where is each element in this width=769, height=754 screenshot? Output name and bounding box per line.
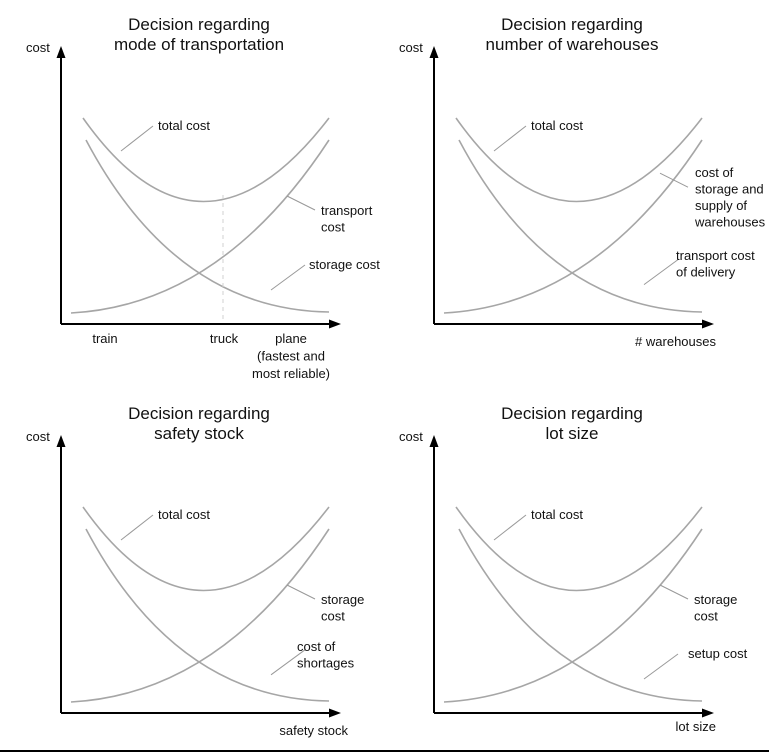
x-axis-label: # warehouses [635, 334, 716, 349]
panel-title-line: lot size [546, 424, 599, 443]
y-axis-arrowhead [56, 435, 66, 447]
curve-label: storage cost [321, 592, 364, 624]
total-cost-curve [82, 506, 330, 592]
curve-label-line: supply of [695, 198, 747, 213]
y-axis-arrowhead [56, 46, 66, 58]
y-axis-label: cost [26, 40, 50, 55]
x-axis-label: safety stock [279, 723, 348, 738]
curve-label-line: shortages [297, 656, 355, 671]
curve-label: storage cost [309, 257, 380, 272]
panel-3: Decision regarding safety stockcosttotal … [26, 404, 364, 738]
curve-label: storage cost [694, 592, 737, 624]
curve-label: total cost [531, 118, 583, 133]
curve-label: setup cost [688, 646, 748, 661]
curve-label: transport cost [321, 203, 373, 235]
x-tick-label: train [92, 331, 117, 346]
y-axis-arrowhead [429, 435, 439, 447]
y-axis-label: cost [399, 40, 423, 55]
curve-label-leader [120, 514, 154, 541]
panel-title-line: number of warehouses [486, 35, 659, 54]
x-tick-label-line: train [92, 331, 117, 346]
curve-label-line: storage and [695, 182, 764, 197]
panel-title: Decision regarding number of warehouses [486, 15, 659, 54]
panel-title: Decision regarding mode of transportation [114, 15, 284, 54]
panel-title: Decision regarding lot size [501, 404, 643, 443]
y-axis-label: cost [26, 429, 50, 444]
panel-1: Decision regarding mode of transportation… [26, 15, 380, 381]
total-cost-curve [82, 117, 330, 203]
panel-title: Decision regarding safety stock [128, 404, 270, 443]
panel-title-line: safety stock [154, 424, 244, 443]
panel-title-line: mode of transportation [114, 35, 284, 54]
panel-title-line: Decision regarding [128, 15, 270, 34]
panel-2: Decision regarding number of warehouses co… [399, 15, 766, 349]
x-axis-arrowhead [702, 708, 714, 718]
rising-cost-curve [443, 139, 703, 314]
curve-label-leader [286, 195, 316, 211]
x-axis-arrowhead [329, 708, 341, 718]
curve-label-line: of delivery [676, 265, 736, 280]
x-tick-label: plane (fastest and most reliable) [252, 331, 330, 381]
curve-label-line: storage [321, 592, 364, 607]
curve-label: transport cost of delivery [676, 248, 755, 280]
x-tick-label-line: plane [275, 331, 307, 346]
curve-label-leader [270, 264, 306, 291]
x-tick-label: truck [210, 331, 239, 346]
curve-label: cost of shortages [297, 639, 355, 671]
rising-cost-curve [70, 528, 330, 703]
curve-label-leader [659, 172, 689, 188]
total-cost-curve [455, 506, 703, 592]
curve-label-line: total cost [531, 507, 583, 522]
curve-label-leader [493, 514, 527, 541]
curve-label-leader [493, 125, 527, 152]
curve-label-leader [659, 584, 689, 600]
rising-cost-curve [70, 139, 330, 314]
curve-label-line: setup cost [688, 646, 748, 661]
curve-label: total cost [158, 507, 210, 522]
curve-label-line: cost [321, 220, 345, 235]
curve-label: total cost [158, 118, 210, 133]
falling-cost-curve [458, 139, 703, 313]
curve-label-line: transport cost [676, 248, 755, 263]
x-tick-label-line: truck [210, 331, 239, 346]
x-axis-label: lot size [676, 719, 716, 734]
panel-title-line: Decision regarding [501, 15, 643, 34]
x-axis-arrowhead [702, 319, 714, 329]
rising-cost-curve [443, 528, 703, 703]
falling-cost-curve [85, 528, 330, 702]
curve-label-line: storage [694, 592, 737, 607]
curve-label-line: storage cost [309, 257, 380, 272]
panel-title-line: Decision regarding [128, 404, 270, 423]
x-tick-label-line: (fastest and [257, 349, 325, 364]
curve-label-line: cost of [297, 639, 336, 654]
curve-label: total cost [531, 507, 583, 522]
curve-label-line: cost of [695, 165, 734, 180]
falling-cost-curve [458, 528, 703, 702]
curve-label-leader [270, 649, 306, 676]
curve-label-line: cost [321, 609, 345, 624]
panel-title-line: Decision regarding [501, 404, 643, 423]
falling-cost-curve [85, 139, 330, 313]
curve-label-line: total cost [531, 118, 583, 133]
curve-label-line: cost [694, 609, 718, 624]
curve-label-line: total cost [158, 507, 210, 522]
y-axis-label: cost [399, 429, 423, 444]
curve-label-line: warehouses [694, 215, 766, 230]
x-axis-arrowhead [329, 319, 341, 329]
curve-label-leader [643, 653, 679, 680]
curve-label-line: total cost [158, 118, 210, 133]
curve-label: cost of storage and supply of warehouses [694, 165, 766, 230]
y-axis-arrowhead [429, 46, 439, 58]
curve-label-leader [643, 259, 679, 286]
curve-label-leader [120, 125, 154, 152]
curve-label-line: transport [321, 203, 373, 218]
total-cost-curve [455, 117, 703, 203]
x-tick-label-line: most reliable) [252, 366, 330, 381]
curve-label-leader [286, 584, 316, 600]
